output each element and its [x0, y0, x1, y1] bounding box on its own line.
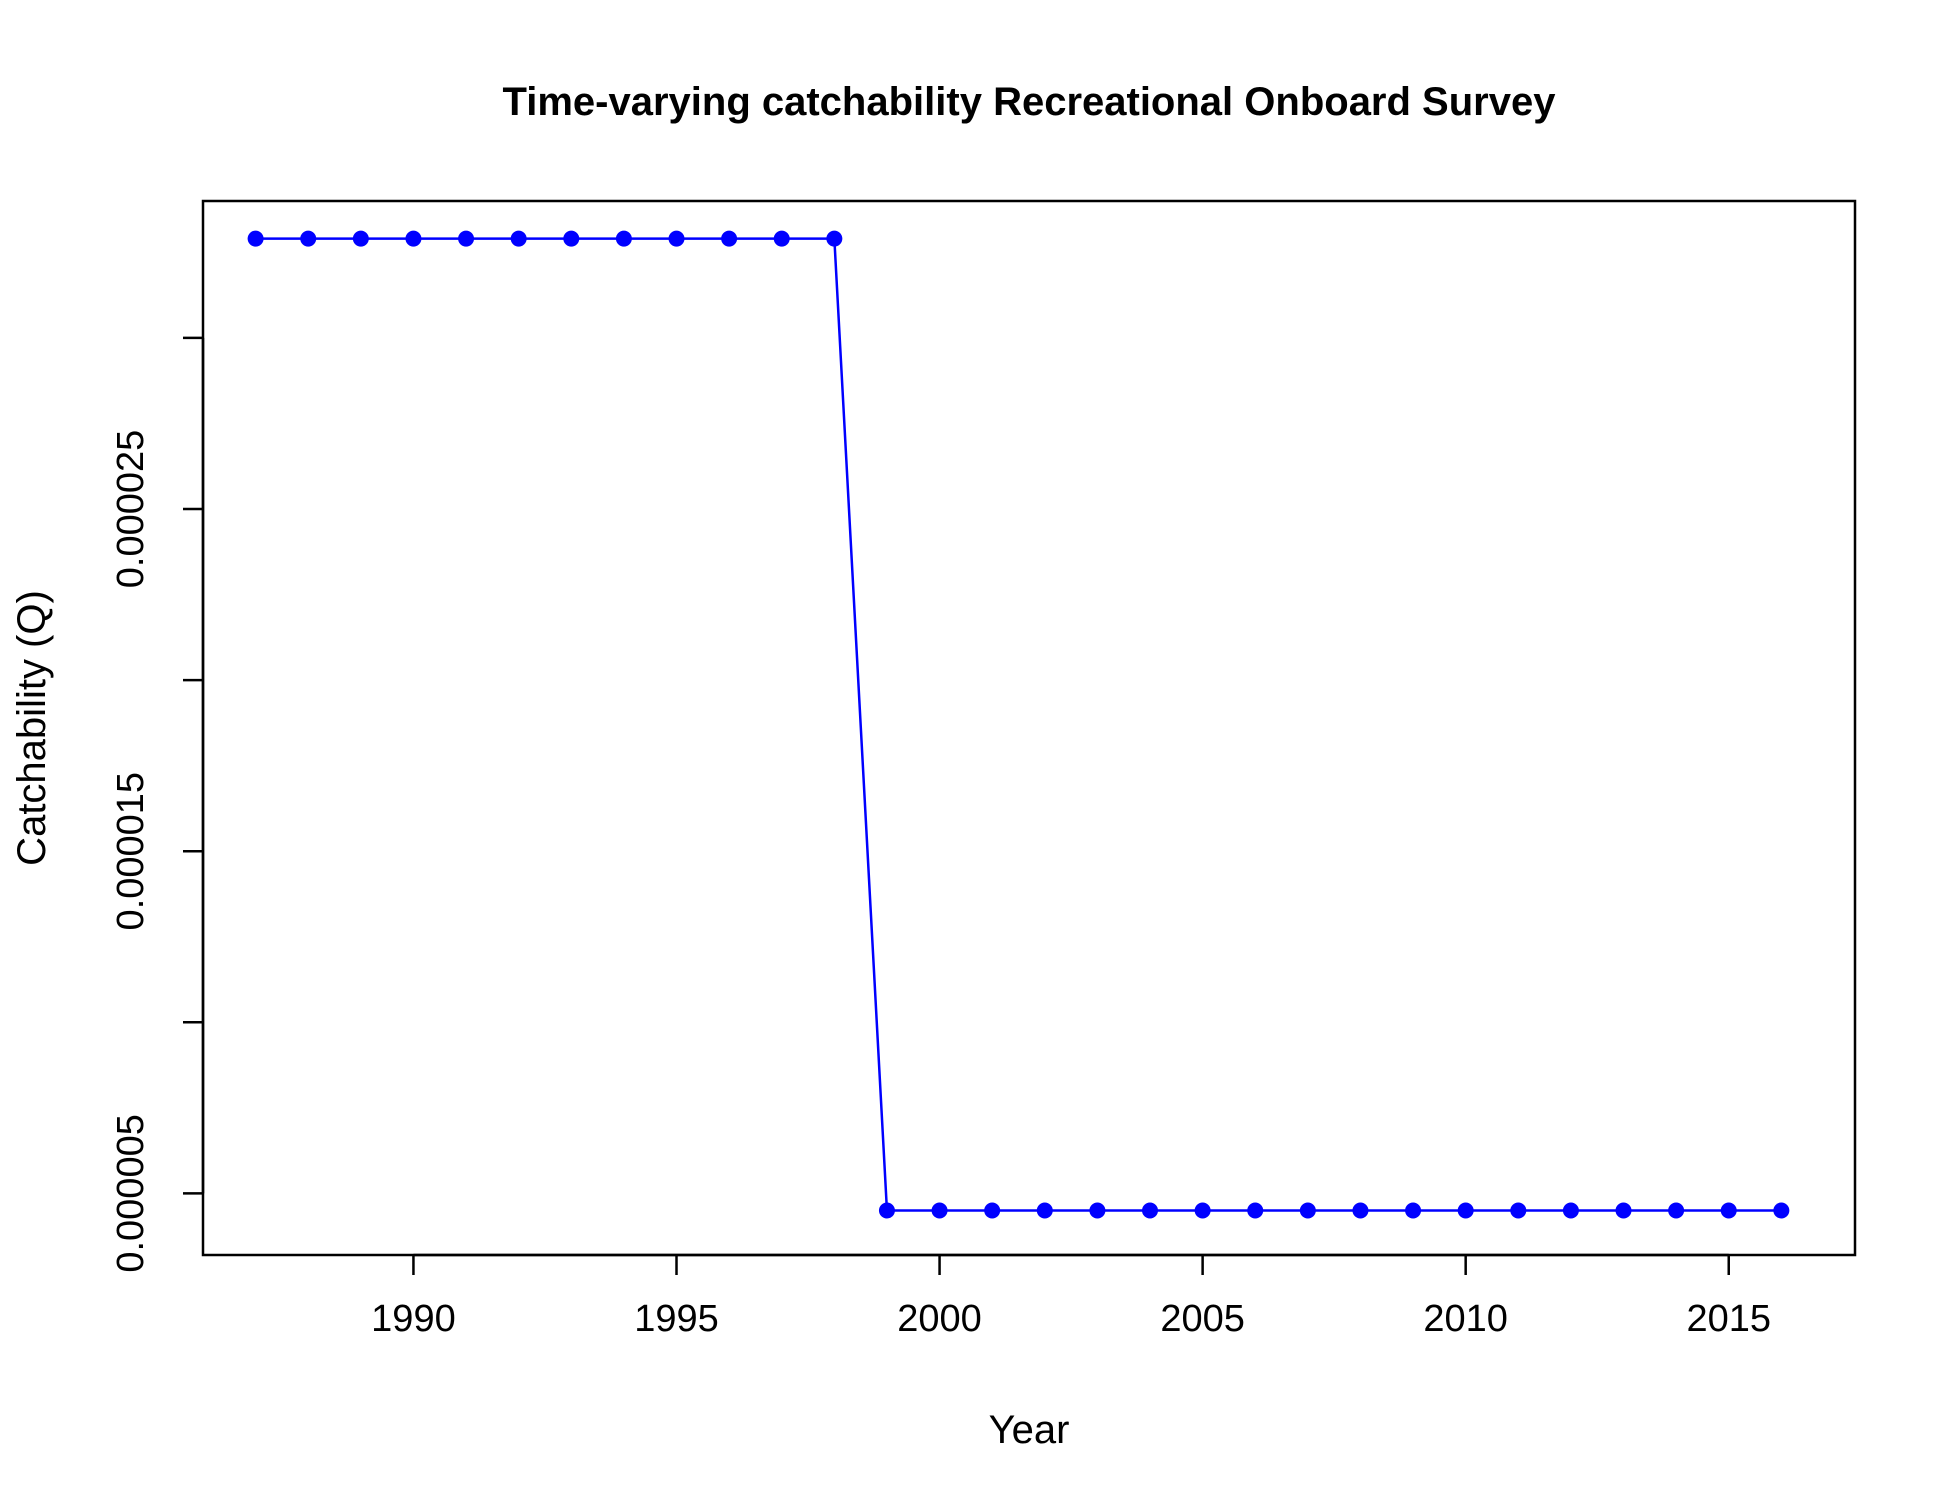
data-point: [773, 230, 790, 247]
data-point: [1457, 1202, 1474, 1219]
data-point: [405, 230, 422, 247]
plot-frame: [201, 199, 1857, 1257]
data-point: [615, 230, 632, 247]
data-point: [1615, 1202, 1632, 1219]
data-point: [352, 230, 369, 247]
series-line: [255, 237, 1782, 1212]
data-point: [1510, 1202, 1527, 1219]
y-tick-label: 0.000025: [110, 430, 152, 589]
data-point: [1142, 1202, 1159, 1219]
data-point: [1299, 1202, 1316, 1219]
data-point: [1089, 1202, 1106, 1219]
x-tick-label: 1995: [634, 1298, 719, 1340]
data-point: [563, 230, 580, 247]
data-point: [1773, 1202, 1790, 1219]
data-point: [668, 230, 685, 247]
data-point: [1036, 1202, 1053, 1219]
data-point: [984, 1202, 1001, 1219]
data-point: [931, 1202, 948, 1219]
x-tick-label: 2000: [897, 1298, 982, 1340]
data-point: [1194, 1202, 1211, 1219]
x-tick-label: 2005: [1160, 1298, 1245, 1340]
data-point: [1668, 1202, 1685, 1219]
chart-title: Time-varying catchability Recreational O…: [503, 80, 1557, 124]
data-point: [458, 230, 475, 247]
x-axis-label: Year: [989, 1408, 1070, 1452]
data-point: [1562, 1202, 1579, 1219]
data-point: [1247, 1202, 1264, 1219]
data-point: [300, 230, 317, 247]
data-point: [1405, 1202, 1422, 1219]
data-point: [1720, 1202, 1737, 1219]
y-axis-label: Catchability (Q): [10, 590, 54, 866]
data-point: [721, 230, 738, 247]
y-tick-label: 0.000015: [110, 772, 152, 931]
data-point: [878, 1202, 895, 1219]
data-point: [510, 230, 527, 247]
series-layer: [247, 230, 1790, 1219]
data-point: [1352, 1202, 1369, 1219]
x-axis: 1990 1995 2000 2005 2010 2015: [371, 1253, 1771, 1340]
data-point: [247, 230, 264, 247]
data-point: [826, 230, 843, 247]
x-tick-label: 2010: [1423, 1298, 1508, 1340]
y-tick-label: 0.000005: [110, 1114, 152, 1273]
x-tick-label: 1990: [371, 1298, 456, 1340]
x-tick-label: 2015: [1686, 1298, 1771, 1340]
y-axis: 0.000005 0.000015 0.000025: [110, 336, 205, 1273]
